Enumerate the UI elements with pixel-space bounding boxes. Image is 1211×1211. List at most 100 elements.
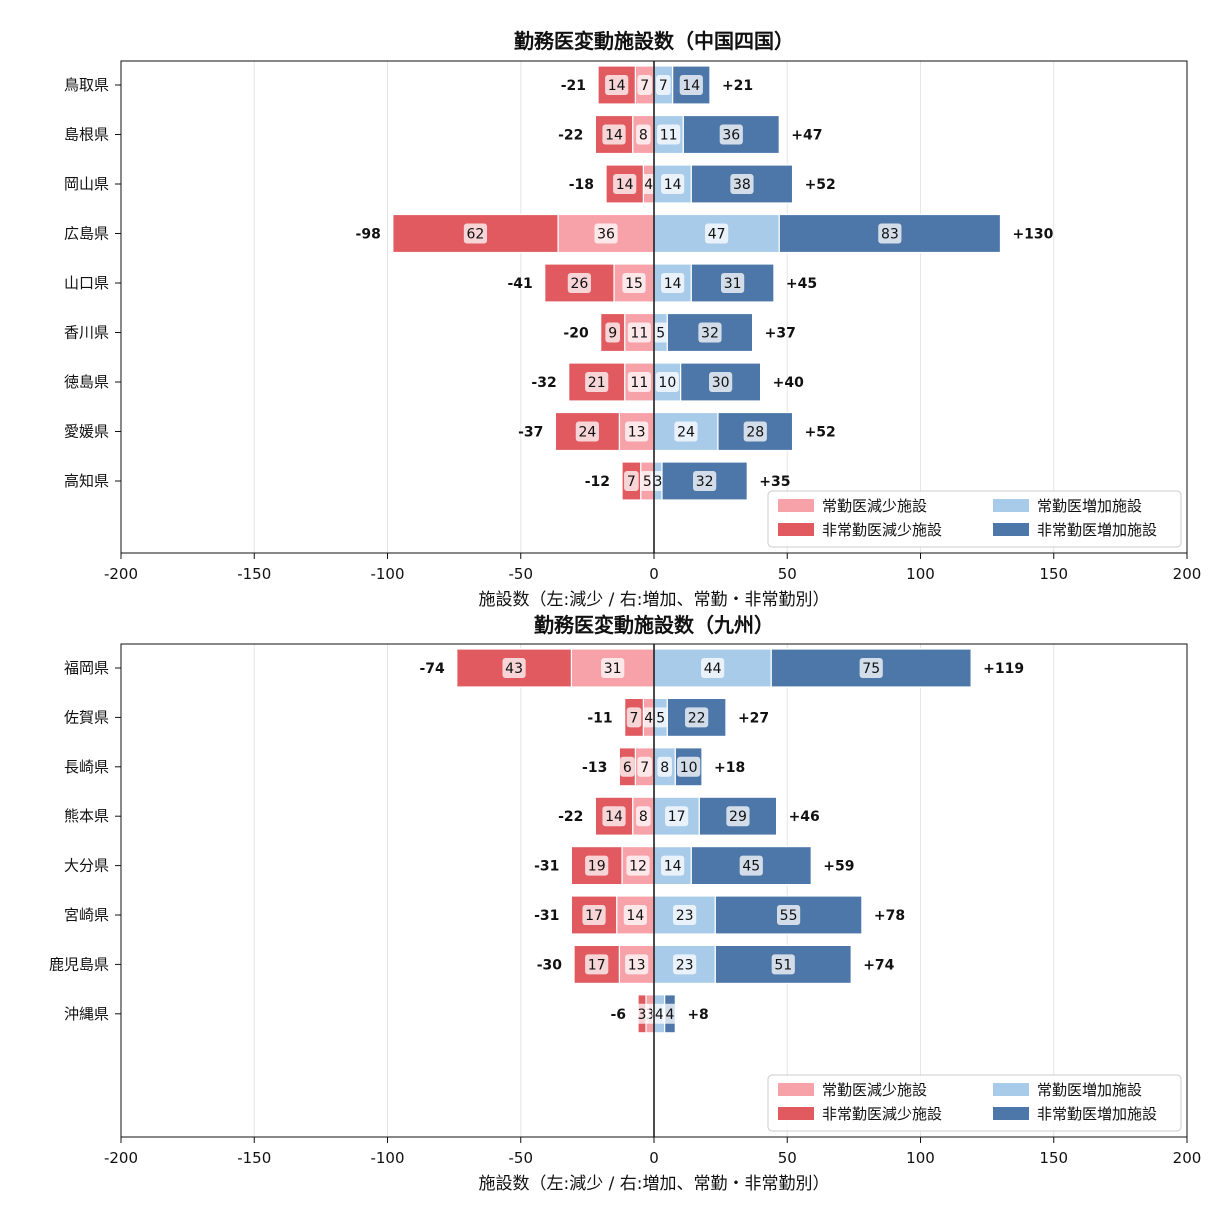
legend-box [767,1074,1182,1132]
x-tick-label: 150 [1039,1149,1068,1167]
total-decrease-label: -22 [558,128,583,144]
value-label: 9 [608,326,617,342]
value-label-box [719,124,743,145]
total-decrease-label: -21 [561,78,586,94]
value-label: 5 [656,326,665,342]
value-label-box [661,855,685,876]
bar-parttime_decrease-5 [544,263,615,303]
category-label: 高知県 [64,472,109,490]
value-label: 14 [608,78,626,94]
total-decrease-label: -6 [610,1007,626,1023]
value-label: 24 [578,425,596,441]
total-increase-label: +119 [983,661,1024,677]
value-label-box [624,471,639,491]
value-label-box [721,273,745,293]
value-label-box [625,421,649,442]
value-label: 17 [668,809,686,825]
x-tick-label: 100 [906,565,935,583]
x-tick-label: -100 [370,565,404,583]
value-label: 7 [630,710,639,726]
category-label: 広島県 [64,225,109,243]
total-increase-label: +74 [863,957,894,973]
chart-title: 勤務医変動施設数（中国四国） [514,29,794,53]
value-label: 36 [597,227,615,243]
value-label: 13 [628,425,646,441]
value-label: 10 [658,375,676,391]
value-label-box [585,372,609,392]
legend-swatch-fulltime_decrease [778,1083,814,1096]
category-label: 佐賀県 [64,708,109,726]
value-label: 21 [588,375,606,391]
value-label-box [653,322,668,343]
value-label-box [641,707,656,728]
value-label: 47 [708,227,726,243]
value-label-box [622,273,646,293]
x-tick-label: 50 [778,565,797,583]
x-tick-label: 150 [1039,565,1068,583]
value-label: 14 [605,809,623,825]
value-label-box [674,421,698,442]
value-label-box [730,174,754,194]
legend-swatch-parttime_increase [993,1107,1029,1120]
total-decrease-label: -31 [534,859,559,875]
legend-swatch-parttime_decrease [778,523,814,536]
value-label-box [653,707,668,728]
value-label: 75 [862,661,880,677]
value-label: 29 [729,809,747,825]
total-decrease-label: -12 [585,474,610,490]
value-label-box [673,954,697,975]
value-label: 3 [654,474,663,490]
total-decrease-label: -20 [563,326,589,342]
legend-label: 非常勤医増加施設 [1037,1105,1157,1123]
value-label-box [698,322,722,343]
total-decrease-label: -31 [534,908,559,924]
total-decrease-label: -22 [558,809,583,825]
legend-swatch-fulltime_decrease [778,499,814,512]
value-label: 43 [505,661,523,677]
value-label-box [705,223,729,244]
value-label: 14 [626,908,644,924]
category-label: 大分県 [64,857,109,875]
value-label-box [620,756,635,777]
category-label: 鳥取県 [64,76,109,94]
value-label: 26 [570,276,588,292]
value-label-box [656,75,671,95]
value-label: 12 [629,859,647,875]
total-decrease-label: -32 [531,375,556,391]
value-label: 31 [604,661,622,677]
value-label-box [662,1003,678,1024]
category-label: 宮崎県 [64,906,109,924]
value-label-box [585,855,609,876]
value-label-box [602,124,626,145]
value-label-box [701,658,725,678]
value-label-box [567,273,591,293]
value-label-box [673,905,697,925]
category-label: 沖縄県 [64,1005,109,1023]
value-label: 4 [644,177,653,193]
x-tick-label: -100 [370,1149,404,1167]
value-label-box [626,855,650,876]
category-label: 福岡県 [64,659,109,677]
value-label: 14 [616,177,634,193]
value-label-box [726,806,750,827]
value-label: 8 [660,760,669,776]
legend-swatch-fulltime_increase [993,1083,1029,1096]
category-label: 徳島県 [64,373,109,391]
value-label-box [636,806,651,827]
value-label: 14 [664,177,682,193]
category-label: 鹿児島県 [49,955,109,973]
legend-label: 非常勤医増加施設 [1037,521,1157,539]
value-label: 23 [676,908,694,924]
value-label-box [771,954,795,975]
value-label: 23 [676,957,694,973]
total-increase-label: +27 [738,710,769,726]
value-label: 45 [742,859,760,875]
plot-frame [120,60,1188,554]
total-decrease-label: -13 [582,760,607,776]
value-label-box [637,756,652,777]
value-label: 11 [660,128,678,144]
value-label-box [585,954,609,975]
category-label: 愛媛県 [64,423,109,441]
legend-label: 常勤医増加施設 [1037,497,1142,515]
